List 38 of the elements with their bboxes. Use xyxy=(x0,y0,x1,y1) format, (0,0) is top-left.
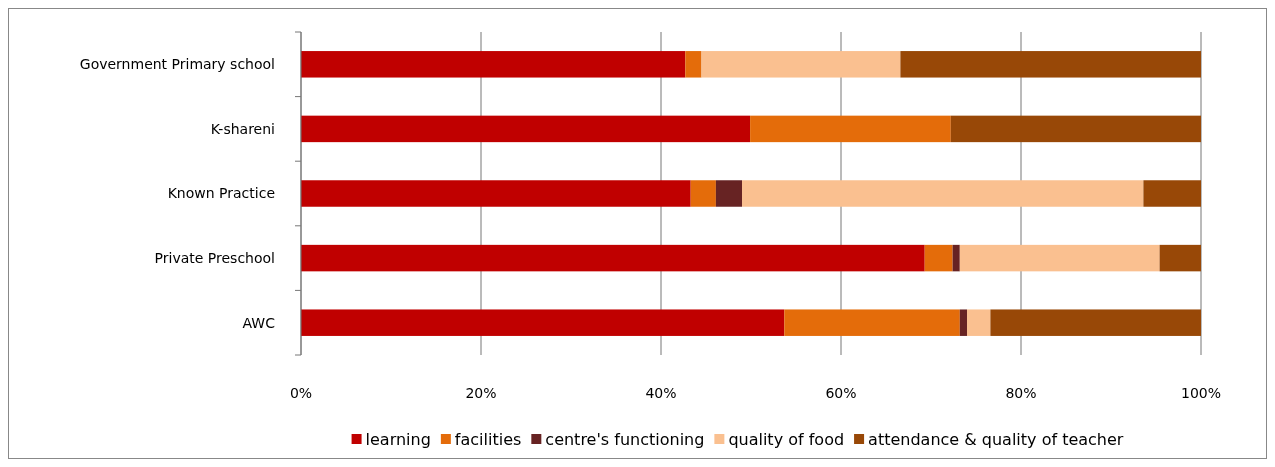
x-tick-label: 100% xyxy=(1180,385,1222,401)
legend-label: facilities xyxy=(454,429,522,449)
bar xyxy=(301,51,686,78)
bar xyxy=(1143,180,1201,207)
bar xyxy=(701,51,901,78)
legend-label: learning xyxy=(365,429,431,449)
bar xyxy=(690,180,716,207)
bar xyxy=(952,244,960,272)
x-tick-label: 80% xyxy=(1005,385,1037,401)
x-tick-label: 60% xyxy=(825,385,857,401)
bar xyxy=(301,115,751,143)
bar xyxy=(967,309,991,336)
legend-label: quality of food xyxy=(728,429,845,449)
y-tick-label: Private Preschool xyxy=(154,250,275,266)
legend-label: attendance & quality of teacher xyxy=(868,429,1124,449)
legend-label: centre's functioning xyxy=(545,429,705,449)
bar xyxy=(959,244,1160,272)
bar xyxy=(959,309,967,336)
y-tick-label: Known Practice xyxy=(167,185,275,202)
bar xyxy=(742,180,1144,207)
x-tick-label: 40% xyxy=(645,385,677,401)
bar xyxy=(715,180,742,207)
bar xyxy=(900,51,1201,78)
bar xyxy=(1159,244,1201,272)
bar xyxy=(301,180,691,207)
y-tick-label: AWC xyxy=(242,314,276,331)
x-tick-label: 0% xyxy=(289,385,313,401)
bar xyxy=(685,51,702,78)
bar xyxy=(990,309,1201,336)
bar xyxy=(301,309,785,336)
y-tick-label: K-shareni xyxy=(210,120,275,137)
bar xyxy=(750,115,951,143)
bar xyxy=(950,115,1201,143)
x-tick-label: 20% xyxy=(465,385,497,401)
y-tick-label: Government Primary school xyxy=(79,56,275,73)
bar xyxy=(784,309,960,336)
bar xyxy=(301,244,925,272)
bar xyxy=(924,244,953,272)
